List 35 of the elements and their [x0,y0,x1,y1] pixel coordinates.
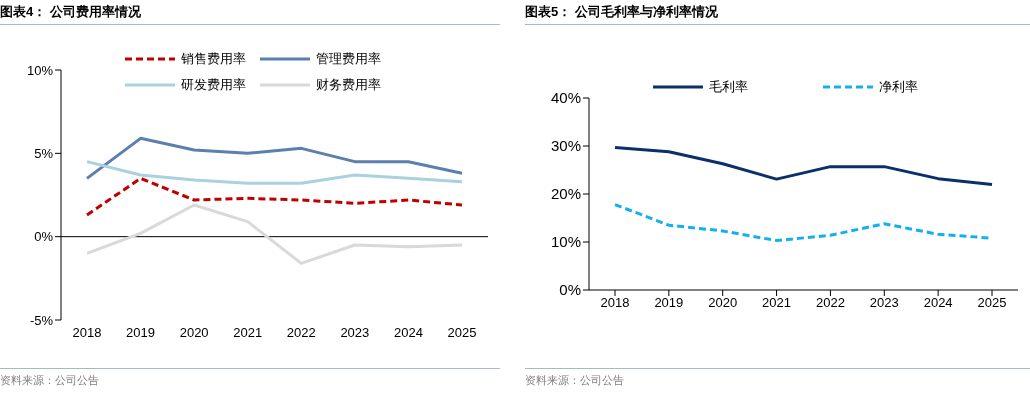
x-tick-label: 2020 [708,295,738,311]
x-tick-label: 2024 [393,325,423,341]
x-tick-label: 2022 [286,325,316,341]
x-tick-label: 2018 [72,325,102,341]
legend-label: 销售费用率 [181,50,246,68]
legend-label: 管理费用率 [316,50,381,68]
y-tick-label: -5% [29,312,54,328]
x-tick-label: 2025 [447,325,477,341]
y-tick-label: 40% [550,89,581,107]
chart-title: 图表4： 公司费用率情况 [0,2,500,25]
x-tick-label: 2020 [179,325,209,341]
x-tick-label: 2019 [654,295,684,311]
legend-label: 毛利率 [709,78,748,96]
x-tick-label: 2023 [869,295,899,311]
legend-label: 财务费用率 [316,76,381,94]
y-tick-label: 0% [34,229,54,245]
legend-label: 净利率 [879,78,918,96]
x-tick-label: 2024 [923,295,953,311]
x-tick-label: 2018 [600,295,630,311]
text: 资料来源：公司公告 [0,368,500,388]
chart-title: 图表5： 公司毛利率与净利率情况 [525,2,1030,25]
y-tick-label: 10% [550,233,581,251]
x-tick-label: 2023 [340,325,370,341]
y-tick-label: 5% [34,145,54,161]
x-tick-label: 2022 [815,295,845,311]
y-tick-label: 0% [559,281,581,299]
x-tick-label: 2021 [233,325,263,341]
y-tick-label: 20% [550,185,581,203]
y-tick-label: 30% [550,137,581,155]
x-tick-label: 2021 [762,295,792,311]
x-tick-label: 2025 [977,295,1007,311]
x-tick-label: 2019 [126,325,156,341]
y-tick-label: 10% [26,62,54,78]
legend-label: 研发费用率 [181,76,246,94]
text: 资料来源：公司公告 [525,368,1030,388]
